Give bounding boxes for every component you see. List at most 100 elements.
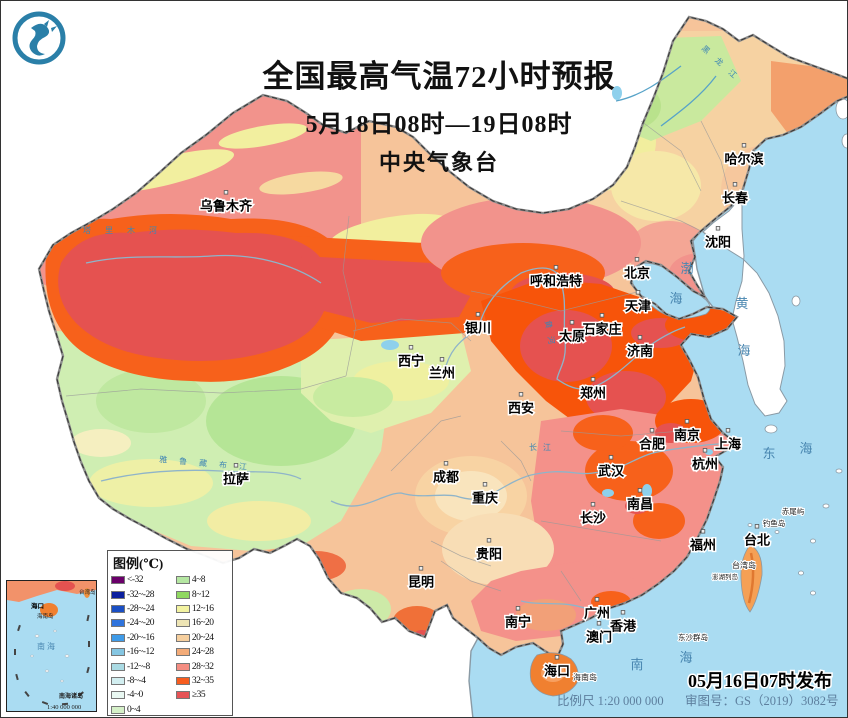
cma-dragon-logo [11,10,67,71]
city-label: 呼和浩特 [530,274,582,289]
city-label: 海口 [544,664,570,679]
city-label: 广州 [584,606,610,621]
city-group: 长沙 [578,502,608,527]
city-label: 昆明 [408,575,434,590]
legend-swatch [111,648,125,657]
legend-swatch [175,662,190,671]
map-subtitle: 5月18日08时—19日08时 [305,112,573,138]
island-label: 钓鱼岛 [763,518,786,528]
city-label: 南京 [674,428,700,443]
legend-label: 4~8 [191,575,206,586]
city-marker [553,265,559,270]
legend-row: 28~32 [175,659,229,673]
province-boundaries [65,120,732,602]
city-label: 天津 [625,299,651,314]
city-marker [443,461,449,466]
river-label: 塔里木河 [83,225,171,235]
city-group: 武汉 [596,455,626,480]
legend-row: -16~-12 [111,645,176,659]
city-marker [741,143,747,148]
sea-label-donghai: 海 [799,441,814,456]
city-group: 南昌 [625,488,655,513]
sea-label-bohai: 渤 [680,261,695,276]
city-marker [700,529,706,534]
legend-swatch [175,633,190,642]
inset-label: 海口 [31,601,44,610]
legend-label: 28~32 [191,661,214,672]
city-group: 台北 [742,524,772,549]
city-group: 拉萨 [221,463,251,488]
city-group: 银川 [463,312,493,337]
legend-row: -24~-20 [111,616,176,630]
city-marker [233,463,239,468]
city-group: 南宁 [503,606,533,631]
sea-labels: 渤海 黄海东 海南海 [630,261,814,672]
legend-row: -28~-24 [111,602,176,616]
legend-swatch [175,619,190,628]
island-label: 澎湖列岛 [712,572,738,581]
city-label: 长春 [722,191,749,206]
city-label: 银川 [465,321,491,336]
legend-row: 12~16 [175,602,229,616]
city-label: 兰州 [429,366,455,381]
city-group: 北京 [622,257,652,282]
agency-name: 中央气象台 [378,150,499,175]
inset-label: 1:40 000 000 [47,704,81,711]
legend-row: 20~24 [175,631,229,645]
sea-label-donghai: 东 [762,446,777,461]
city-label: 石家庄 [581,322,621,337]
city-label: 西安 [508,401,534,416]
legend-label: -4~0 [127,690,143,701]
city-label: 武汉 [598,464,625,479]
legend-row: -32~-28 [111,587,176,601]
legend-row: -4~0 [111,688,176,702]
city-marker [599,313,605,318]
city-group: 广州 [582,597,612,622]
city-group: 太原 [556,320,587,345]
legend-row: 16~20 [175,616,229,630]
legend-label: 20~24 [191,632,214,643]
legend-row: -20~-16 [111,631,176,645]
city-group: 西宁 [396,345,426,370]
sea-label-nanhai: 南 [630,657,645,672]
island-label: 海南岛 [573,672,597,682]
city-marker [418,566,424,571]
legend-swatch [175,576,190,585]
legend-swatch [111,633,125,642]
legend-row: ≥35 [175,688,229,702]
city-group: 石家庄 [580,313,623,338]
city-label: 北京 [624,266,650,281]
legend-label: -12~-8 [127,661,150,672]
city-label: 沈阳 [705,235,731,250]
sea-label-huanghai: 海 [737,343,752,358]
map-title: 全国最高气温72小时预报 [262,59,616,94]
legend-label: -32~-28 [127,589,154,600]
legend-title: 图例(℃) [113,556,164,571]
city-group: 呼和浩特 [528,265,584,290]
city-marker [482,482,488,487]
city-label: 南宁 [505,615,531,630]
inset-label: 台湾岛 [79,588,96,596]
island-label: 东沙群岛 [678,632,708,642]
legend-swatch [175,590,190,599]
korea-peninsula [702,172,788,417]
legend-swatch [175,691,190,700]
city-label: 澳门 [586,630,612,645]
inset-label: 海南岛 [37,612,54,620]
city-marker [684,419,690,424]
south-china-sea-inset: 台湾岛 海口 海南岛南 海南海诸岛 1:40 000 000 [6,580,97,712]
legend-label: -28~-24 [127,603,154,614]
city-marker [408,345,414,350]
legend-label: 0~4 [127,704,141,715]
hainan-patch [541,664,565,682]
city-label: 重庆 [472,491,498,506]
rivers [85,65,737,610]
legend-column-1: <-32 -32~-28 -28~-24 -24~-20 -20~-16 -16~-12 -… [111,573,176,717]
legend-row: -12~-8 [111,659,176,673]
city-label: 南昌 [627,497,653,512]
city-marker [439,357,445,362]
city-marker [715,226,721,231]
legend-label: -24~-20 [127,618,154,629]
